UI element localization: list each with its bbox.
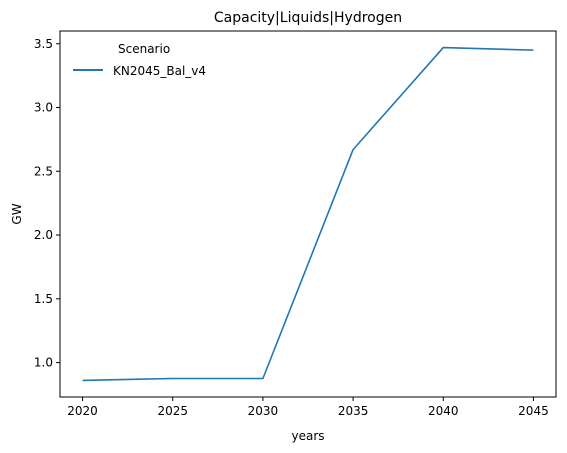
series-layer <box>82 46 534 382</box>
legend-series-label: KN2045_Bal_v4 <box>113 64 206 78</box>
x-axis-label: years <box>291 429 324 443</box>
y-axis-label: GW <box>10 203 24 224</box>
y-axis: 1.0 1.5 2.0 2.5 3.0 3.5 <box>34 37 60 370</box>
x-tick-label: 2040 <box>428 404 459 418</box>
plot-frame <box>59 30 557 398</box>
x-axis: 2020 2025 2030 2035 2040 2045 <box>67 397 549 418</box>
x-tick-label: 2025 <box>157 404 188 418</box>
x-tick-label: 2030 <box>248 404 279 418</box>
x-tick-label: 2020 <box>67 404 98 418</box>
y-tick-label: 2.0 <box>34 228 53 242</box>
series-line <box>82 46 534 382</box>
y-tick-label: 2.5 <box>34 164 53 178</box>
y-tick-label: 3.5 <box>34 37 53 51</box>
legend: Scenario KN2045_Bal_v4 <box>73 42 206 78</box>
legend-title: Scenario <box>118 42 170 56</box>
y-tick-label: 1.5 <box>34 292 53 306</box>
y-tick-label: 3.0 <box>34 101 53 115</box>
x-tick-label: 2035 <box>338 404 369 418</box>
chart-title: Capacity|Liquids|Hydrogen <box>214 10 402 26</box>
y-tick-label: 1.0 <box>34 356 53 370</box>
plot-area: 2020 2025 2030 2035 2040 2045 1.0 1.5 2.0 2.5 3.0… <box>34 30 557 418</box>
x-tick-label: 2045 <box>518 404 549 418</box>
